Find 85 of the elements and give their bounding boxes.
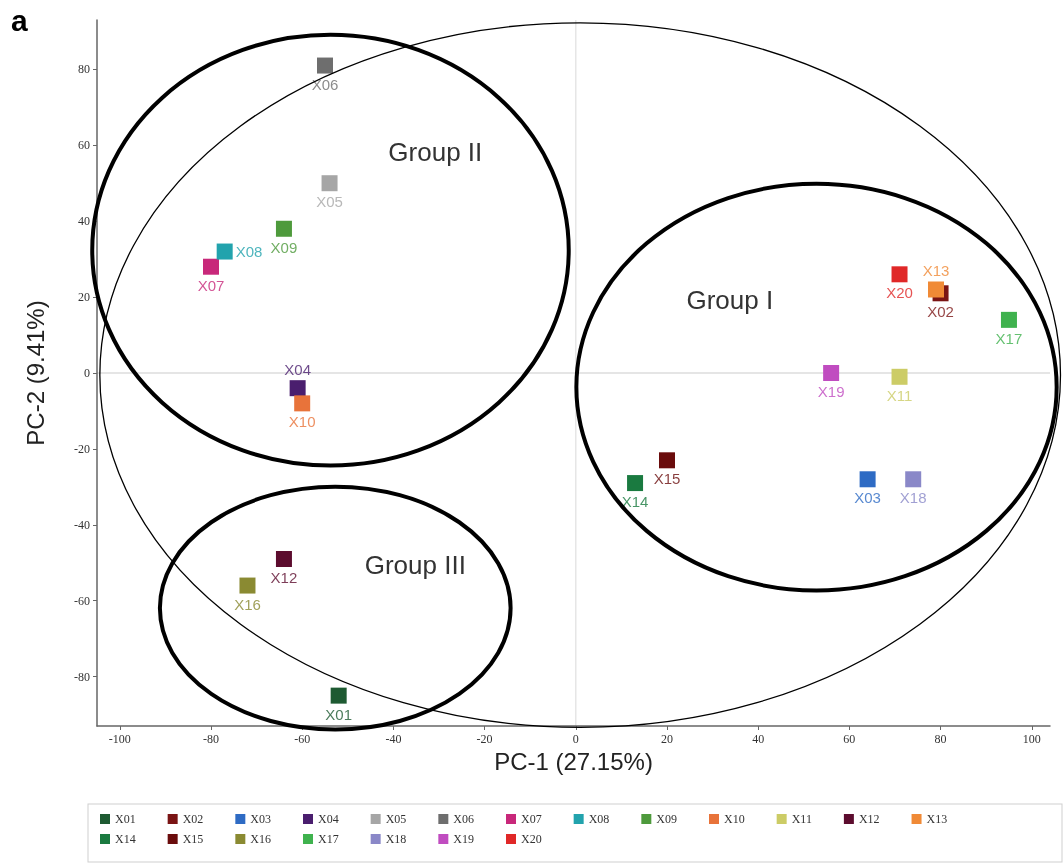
text: X12 [270, 568, 298, 586]
legend-label: X20 [521, 832, 542, 846]
legend-label: X11 [791, 812, 812, 826]
x-tick-label: -40 [385, 732, 402, 746]
point [239, 577, 256, 594]
annotation: Group III [364, 550, 466, 581]
x-tick-label: 20 [660, 732, 673, 746]
text: X17 [995, 329, 1023, 347]
y-tick-label: -40 [74, 517, 90, 532]
legend-label: X10 [723, 812, 745, 826]
x-tick-label: -80 [203, 732, 219, 746]
y-tick-label: -80 [74, 669, 90, 684]
text: X07 [197, 276, 225, 294]
legend-label: X15 [182, 832, 204, 846]
point [627, 475, 644, 492]
legend-label: X07 [521, 812, 542, 826]
text: X03 [854, 489, 881, 507]
y-tick-label: 60 [78, 138, 90, 153]
legend-label: X16 [250, 832, 271, 846]
text: X16 [234, 595, 261, 613]
text: X13 [922, 262, 950, 280]
text: X15 [653, 470, 681, 488]
text: X18 [899, 489, 927, 507]
y-axis-title: PC-2 (9.41%) [21, 300, 49, 446]
point [859, 471, 876, 488]
text: X19 [817, 383, 845, 400]
text: X05 [316, 193, 343, 211]
point [891, 368, 908, 385]
annotation: Group II [388, 137, 483, 168]
y-tick-label: 40 [78, 214, 90, 229]
text: X20 [886, 284, 913, 302]
x-tick-label: 0 [572, 732, 579, 746]
legend-label: X09 [656, 812, 677, 826]
y-tick-label: 0 [84, 366, 90, 380]
y-tick-label: 20 [78, 290, 90, 305]
point [330, 687, 347, 704]
text: X14 [621, 493, 649, 511]
text: X10 [288, 413, 316, 431]
point [928, 281, 944, 298]
x-tick-label: -100 [108, 732, 131, 746]
legend-label: X05 [385, 812, 407, 826]
legend-label: X06 [453, 812, 474, 826]
legend-label: X04 [318, 812, 339, 826]
legend-label: X19 [453, 832, 474, 846]
point [1000, 311, 1017, 328]
chart-title: a [11, 3, 28, 37]
x-tick-label: 40 [752, 732, 765, 746]
y-tick-label: -60 [74, 593, 90, 608]
point [321, 175, 338, 192]
point [658, 452, 675, 469]
legend-label: X17 [318, 832, 339, 846]
text: X01 [325, 705, 353, 723]
text: X04 [284, 361, 311, 379]
text: X11 [886, 386, 913, 404]
point [289, 380, 306, 397]
point [294, 395, 311, 412]
legend-label: X02 [182, 812, 204, 826]
point [823, 365, 840, 381]
x-tick-label: 60 [843, 732, 856, 746]
point [216, 243, 233, 260]
text: X02 [927, 303, 954, 321]
point [275, 220, 292, 237]
x-axis-title: PC-1 (27.15%) [494, 748, 653, 776]
legend-label: X18 [385, 832, 407, 846]
text: X08 [235, 243, 263, 261]
legend-label: X12 [858, 812, 880, 826]
x-tick-label: -60 [294, 732, 311, 746]
legend-label: X13 [926, 812, 948, 826]
text: X06 [311, 75, 339, 93]
annotation: Group I [686, 285, 774, 316]
x-tick-label: -20 [476, 732, 493, 746]
y-tick-label: 80 [78, 62, 90, 77]
point [275, 550, 292, 567]
legend-label: X14 [115, 832, 136, 846]
point [203, 258, 219, 275]
x-tick-label: 100 [1022, 732, 1041, 746]
point [905, 471, 922, 488]
point [316, 57, 333, 74]
legend-label: X03 [250, 812, 271, 826]
y-tick-label: -20 [74, 441, 90, 456]
x-tick-label: 80 [934, 732, 947, 746]
text: X09 [270, 238, 298, 256]
legend-label: X01 [115, 812, 136, 826]
legend-label: X08 [588, 812, 610, 826]
point [891, 266, 908, 283]
